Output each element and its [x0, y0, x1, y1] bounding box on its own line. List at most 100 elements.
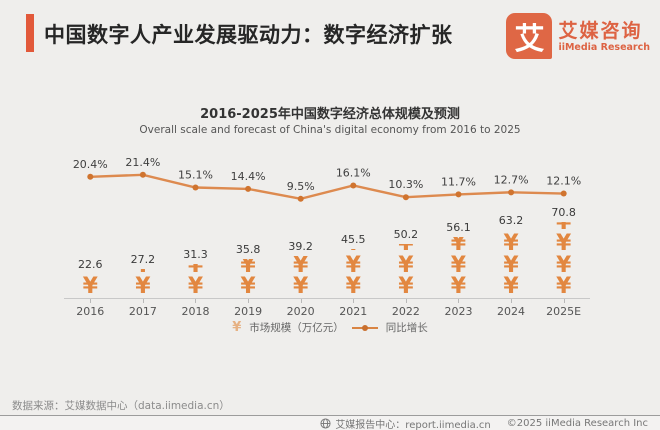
chart-column: 27.2 ¥¥ [117, 150, 170, 298]
brand-name-en: iiMedia Research [558, 41, 650, 53]
bar-value-label: 22.6 [78, 257, 103, 271]
chart-subtitle: Overall scale and forecast of China's di… [139, 124, 521, 136]
legend-label-market-size: 市场规模（万亿元） [249, 322, 344, 334]
chart-column: 63.2 ¥¥¥¥ [485, 150, 538, 298]
growth-percent-label: 12.7% [494, 173, 529, 186]
bar-value-label: 56.1 [446, 221, 471, 235]
yen-pictogram-stack: ¥¥ [274, 256, 327, 298]
globe-icon [320, 417, 331, 429]
chart-column: 56.1 ¥ ¥ ¥ [432, 150, 485, 298]
line-point [139, 171, 146, 178]
data-source-note: 数据来源：艾媒数据中心（data.iimedia.cn） [12, 400, 230, 412]
yen-icon: ¥ [82, 274, 98, 298]
yen-pictogram-stack: ¥¥¥¥ [537, 222, 590, 298]
x-axis-label: 2025E [537, 299, 590, 318]
yen-icon: ¥ [293, 274, 309, 298]
yen-icon: ¥ [398, 274, 414, 298]
yen-icon: ¥ [555, 274, 572, 298]
yen-icon: ¥ [503, 230, 518, 233]
x-axis-label: 2016 [64, 299, 117, 318]
chart-title: 2016-2025年中国数字经济总体规模及预测 [200, 107, 460, 122]
growth-percent-label: 9.5% [287, 180, 315, 193]
bar-value-label: 31.3 [183, 248, 208, 262]
yen-icon: ¥ [450, 274, 467, 298]
yen-icon: ¥ [398, 244, 413, 255]
yen-icon: ¥ [450, 252, 467, 278]
yen-icon: ¥ [555, 231, 572, 257]
line-point [87, 173, 94, 180]
title-accent-bar [26, 14, 34, 52]
x-axis-label: 2024 [485, 299, 538, 318]
x-axis-label: 2018 [169, 299, 222, 318]
bar-value-label: 63.2 [498, 213, 524, 227]
chart-column: 35.8 ¥ ¥ [222, 150, 275, 298]
bar-value-label: 27.2 [130, 252, 156, 266]
yen-icon: ¥ [345, 274, 361, 298]
yen-pictogram-stack: ¥¥ [64, 274, 117, 298]
copyright-text: ©2025 iiMedia Research Inc [506, 417, 648, 429]
growth-line [90, 173, 564, 201]
yen-pictogram-stack: ¥¥¥ [380, 244, 433, 298]
chart-column: 50.2¥¥¥ [380, 150, 433, 298]
growth-percent-label: 21.4% [125, 156, 160, 169]
line-point [455, 191, 462, 198]
plot-area: 22.6¥¥27.2¥¥31.3¥¥35.8¥¥39.2¥¥45.5¥¥¥50.… [64, 150, 590, 298]
footer-bar: 艾媒报告中心：report.iimedia.cn ©2025 iiMedia R… [0, 416, 660, 430]
growth-percent-label: 20.4% [73, 158, 108, 171]
report-center-text: 艾媒报告中心：report.iimedia.cn [335, 419, 491, 430]
yen-icon: ¥ [187, 274, 204, 298]
chart-column: 39.2 ¥ ¥ [274, 150, 327, 298]
x-axis-label: 2022 [380, 299, 433, 318]
yen-icon: ¥ [240, 259, 256, 278]
yen-pictogram-stack: ¥¥ [222, 259, 275, 298]
yen-legend-icon: ¥ [232, 320, 242, 335]
chart-legend: ¥ 市场规模（万亿元） 同比增长 [0, 320, 660, 335]
chart-column: 70.8 ¥ ¥ ¥ ¥ [537, 150, 590, 298]
yen-icon: ¥ [83, 274, 98, 277]
yen-icon: ¥ [293, 255, 309, 278]
growth-line-chart: 20.4% 21.4% 15.1% 14.4% 9.5% 16.1% 10.3% 11.7% 1… [73, 156, 581, 202]
x-axis-label: 2017 [117, 299, 170, 318]
yen-icon: ¥ [345, 252, 361, 278]
chart-column: 31.3 ¥ ¥ [169, 150, 222, 298]
x-axis-label: 2021 [327, 299, 380, 318]
bar-value-label: 50.2 [393, 227, 419, 241]
bar-value-label: 45.5 [341, 232, 366, 246]
yen-icon: ¥ [503, 231, 519, 257]
yen-icon: ¥ [135, 274, 151, 298]
yen-icon: ¥ [135, 269, 150, 277]
yen-icon: ¥ [503, 274, 519, 298]
line-point [245, 185, 252, 192]
pictogram-bars: 22.6¥¥27.2¥¥31.3¥¥35.8¥¥39.2¥¥45.5¥¥¥50.… [64, 150, 590, 298]
growth-percent-label: 15.1% [178, 168, 213, 181]
yen-icon: ¥ [187, 264, 204, 278]
bar-value-label: 35.8 [235, 243, 261, 257]
report-center-link[interactable]: 艾媒报告中心：report.iimedia.cn [320, 416, 491, 430]
line-point [402, 194, 409, 201]
growth-percent-label: 11.7% [441, 175, 476, 188]
yen-pictogram-stack: ¥¥ [169, 264, 222, 298]
brand-name-cn: 艾媒咨询 [558, 19, 643, 42]
x-axis: 2016 2017 2018 2019 2020 2021 2022 2023 2024 2025… [64, 298, 590, 318]
x-axis-label: 2020 [274, 299, 327, 318]
bar-value-label: 70.8 [551, 205, 576, 219]
line-point [192, 184, 199, 191]
yen-pictogram-stack: ¥¥¥ [327, 249, 380, 298]
yen-icon: ¥ [555, 252, 572, 278]
growth-percent-label: 14.4% [231, 170, 266, 183]
page-title: 中国数字人产业发展驱动力：数字经济扩张 [44, 23, 453, 47]
line-point [350, 182, 357, 189]
growth-percent-label: 12.1% [546, 175, 581, 188]
brand-logo: 艾 艾媒咨询 iiMedia Research [506, 13, 650, 59]
yen-icon: ¥ [503, 252, 519, 278]
legend-label-growth: 同比增长 [385, 322, 428, 334]
chart-column: 22.6 ¥¥ [64, 150, 117, 298]
yen-icon: ¥ [346, 249, 361, 255]
line-dot-legend-icon [351, 324, 378, 331]
yen-icon: ¥ [450, 237, 467, 257]
brand-logo-icon: 艾 [506, 13, 553, 59]
line-point [560, 190, 567, 197]
brand-logo-text: 艾媒咨询 iiMedia Research [558, 20, 650, 53]
yen-pictogram-stack: ¥¥¥ [432, 237, 485, 298]
